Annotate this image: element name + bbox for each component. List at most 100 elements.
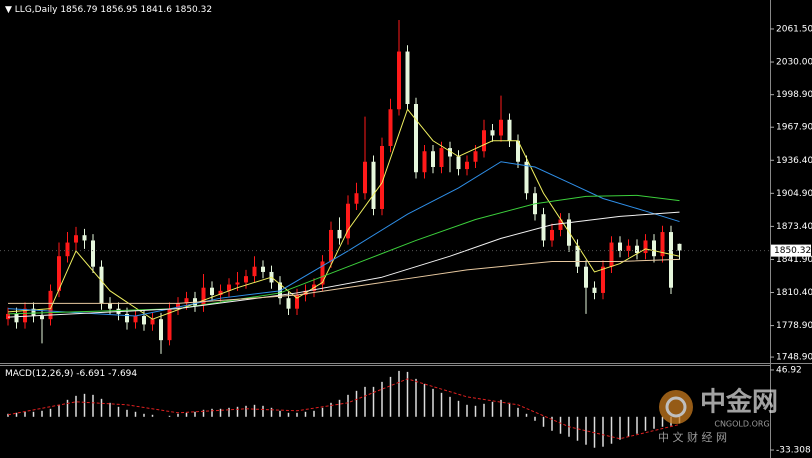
candle-body: [40, 316, 44, 320]
macd-header: MACD(12,26,9) -6.691 -7.694: [5, 369, 137, 379]
candle-body: [14, 313, 19, 323]
candle-body: [516, 140, 520, 162]
y-tick-label: 1873.40: [776, 222, 812, 232]
y-tick-label: 1904.90: [776, 189, 812, 199]
price-label-box: [771, 244, 811, 257]
candle-body: [142, 316, 146, 325]
candle-body: [184, 298, 189, 304]
open-value: 1856.79: [60, 5, 97, 15]
y-tick-label: 2061.50: [776, 24, 812, 34]
candle-body: [150, 319, 155, 325]
candle-body: [363, 161, 367, 194]
candle-body: [473, 151, 478, 162]
candle-body: [337, 229, 342, 239]
candle-body: [91, 240, 95, 267]
candle-body: [108, 303, 112, 309]
candle-body: [65, 242, 70, 257]
candle-body: [465, 161, 469, 170]
candle-body: [218, 290, 223, 296]
candle-body: [507, 119, 512, 141]
candle-body: [422, 151, 427, 173]
logo-mark: [665, 396, 687, 418]
y-tick-label: 1748.90: [776, 353, 812, 363]
candle-body: [57, 256, 61, 291]
candle-body: [346, 203, 350, 239]
watermark-site: CNGOLD.ORG: [714, 420, 769, 429]
candle-body: [159, 319, 163, 341]
candle-body: [592, 287, 597, 293]
high-value: 1856.95: [100, 5, 137, 15]
candle-body: [405, 51, 410, 105]
candle-body: [609, 242, 614, 267]
candle-body: [125, 313, 129, 323]
signal-value: -7.694: [108, 369, 137, 379]
candle-body: [252, 266, 257, 277]
candle-body: [6, 313, 10, 320]
candle-body: [176, 303, 180, 309]
candle-body: [448, 148, 452, 157]
candle-body: [244, 276, 248, 283]
candle-body: [201, 287, 206, 306]
candle-body: [626, 245, 631, 251]
candle-body: [235, 282, 240, 285]
candle-body: [133, 316, 138, 323]
candle-body: [550, 229, 554, 241]
y-tick-label: 1778.90: [776, 321, 812, 331]
candle-body: [677, 243, 682, 251]
candle-body: [210, 287, 214, 296]
symbol: LLG,Daily: [15, 5, 58, 15]
y-tick-label: 1967.90: [776, 123, 812, 133]
candle-body: [371, 161, 376, 209]
macd-value: -6.691: [76, 369, 105, 379]
candle-body: [499, 119, 503, 136]
signal-line: [7, 378, 680, 440]
watermark-subtitle: 中 文 财 经 网: [658, 430, 727, 444]
candle-body: [380, 145, 384, 209]
candle-body: [397, 51, 401, 110]
y-tick-label: 1936.40: [776, 156, 812, 166]
candle-body: [227, 284, 231, 291]
candle-body: [74, 235, 78, 243]
price-label: 1850.32: [774, 246, 811, 256]
candle-body: [295, 295, 299, 309]
moving-average: [7, 161, 680, 317]
y-tick-label: 2030.00: [776, 58, 812, 68]
moving-average: [8, 258, 680, 304]
candle-body: [524, 161, 529, 194]
candle-body: [584, 266, 588, 288]
candle-body: [388, 109, 393, 146]
candle-body: [414, 104, 418, 173]
y-tick-label: 1810.40: [776, 288, 812, 298]
candle-body: [286, 298, 291, 309]
macd-label: MACD(12,26,9): [5, 369, 73, 379]
header: ▼ LLG,Daily 1856.79 1856.95 1841.6 1850.…: [5, 5, 212, 15]
y-tick-label: 1998.90: [776, 90, 812, 100]
candle-body: [167, 308, 172, 341]
candle-body: [48, 290, 53, 320]
candle-body: [439, 148, 444, 167]
moving-average: [7, 211, 680, 318]
low-value: 1841.6: [141, 5, 173, 15]
y-tick-label: 46.92: [776, 365, 802, 375]
logo-circle: [659, 390, 693, 424]
candle-body: [482, 130, 486, 152]
candle-body: [261, 266, 265, 272]
candle-body: [320, 261, 325, 285]
close-value: 1850.32: [175, 5, 212, 15]
candle-body: [82, 235, 87, 241]
candle-body: [23, 308, 27, 323]
candle-body: [558, 219, 563, 230]
watermark: 中金网 CNGOLD.ORG 中 文 财 经 网: [658, 387, 778, 445]
candle-body: [354, 193, 359, 204]
candle-body: [635, 245, 639, 254]
candle-body: [31, 308, 36, 317]
watermark-title: 中金网: [700, 387, 778, 418]
candle-body: [618, 242, 622, 251]
candle-body: [601, 266, 605, 293]
candle-body: [99, 266, 104, 304]
candle-body: [431, 151, 435, 167]
candle-body: [329, 229, 333, 262]
moving-average: [7, 194, 680, 315]
